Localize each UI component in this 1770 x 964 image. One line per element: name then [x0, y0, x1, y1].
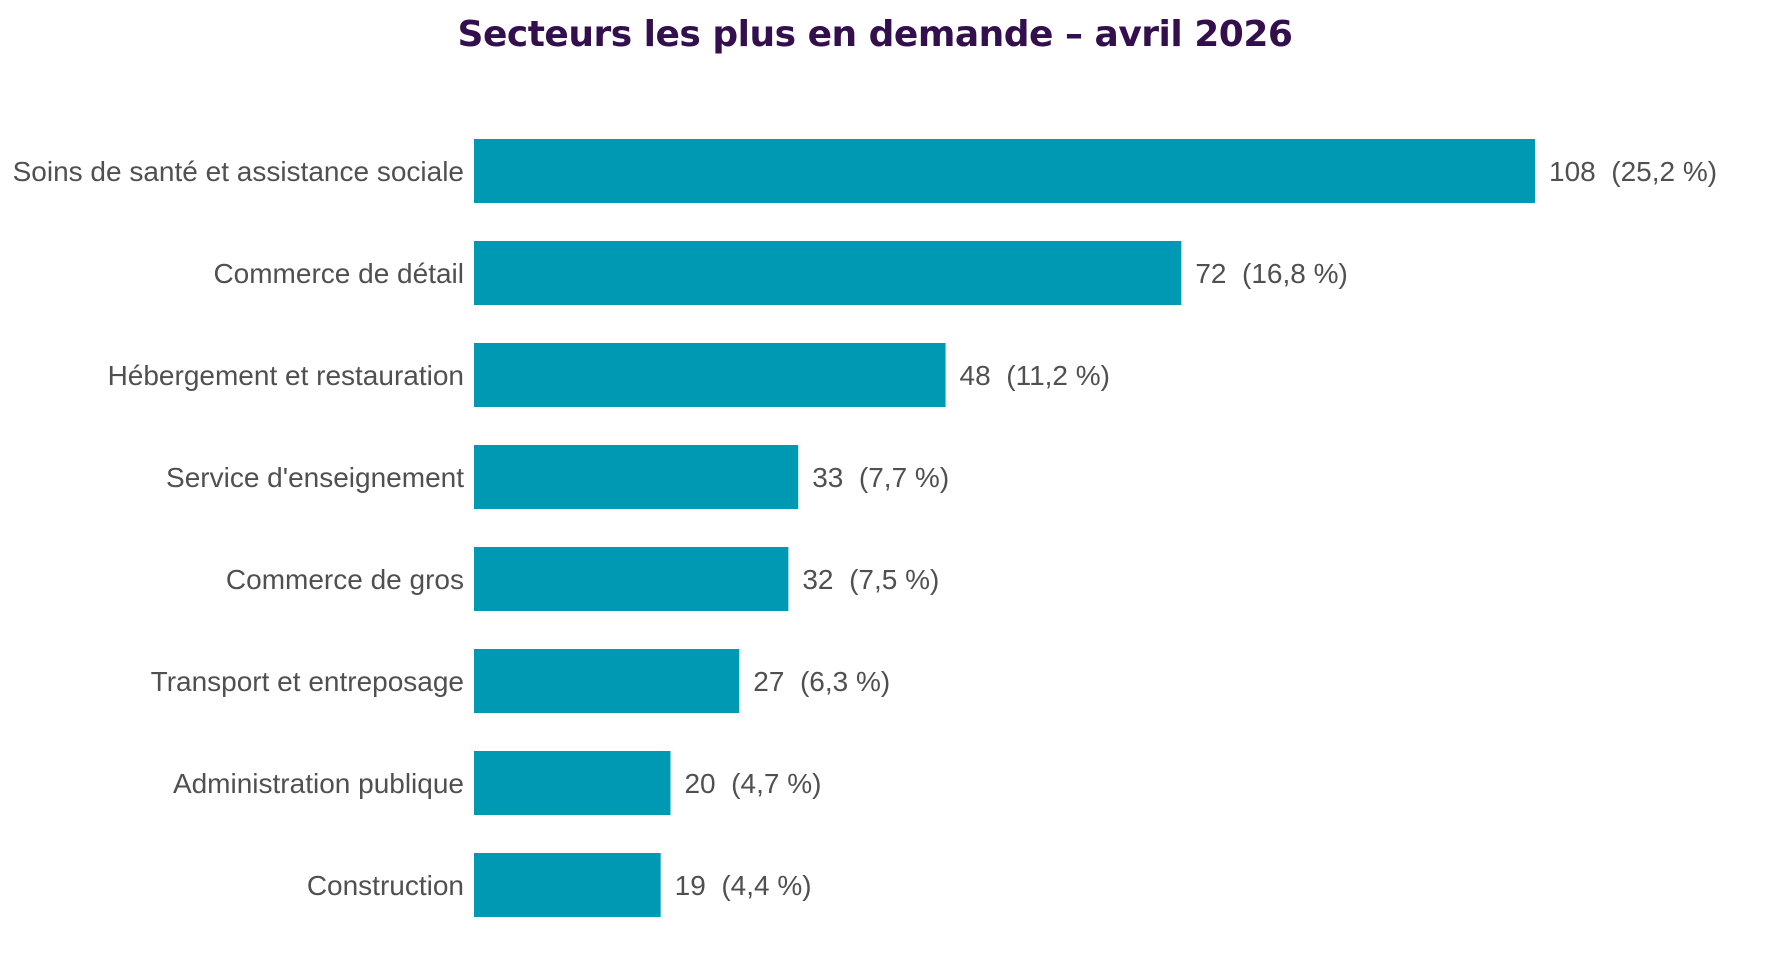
data-label: 108 (25,2 %): [1549, 156, 1717, 187]
category-label: Commerce de gros: [226, 564, 464, 595]
category-label: Hébergement et restauration: [108, 360, 464, 391]
data-label: 19 (4,4 %): [675, 870, 812, 901]
bars: [474, 139, 1535, 917]
category-label: Soins de santé et assistance sociale: [13, 156, 464, 187]
data-label: 33 (7,7 %): [812, 462, 949, 493]
data-label: 27 (6,3 %): [753, 666, 890, 697]
category-label: Construction: [307, 870, 464, 901]
category-label: Transport et entreposage: [151, 666, 464, 697]
bar: [474, 649, 740, 713]
bar: [474, 547, 789, 611]
data-label: 20 (4,7 %): [684, 768, 821, 799]
bar: [474, 241, 1182, 305]
bar: [474, 445, 799, 509]
data-label: 32 (7,5 %): [802, 564, 939, 595]
bar: [474, 139, 1535, 203]
bar: [474, 853, 661, 917]
bar: [474, 751, 671, 815]
category-label: Service d'enseignement: [166, 462, 464, 493]
data-label: 72 (16,8 %): [1195, 258, 1348, 289]
category-label: Commerce de détail: [213, 258, 464, 289]
bar: [474, 343, 946, 407]
data-label: 48 (11,2 %): [960, 360, 1110, 391]
value-labels: 108 (25,2 %) 72 (16,8 %) 48 (11,2 %) 33 (7,…: [675, 156, 1717, 901]
chart-title: Secteurs les plus en demande – avril 202…: [458, 14, 1293, 55]
category-labels: Soins de santé et assistance sociale Comm…: [13, 156, 465, 901]
category-label: Administration publique: [173, 768, 464, 799]
